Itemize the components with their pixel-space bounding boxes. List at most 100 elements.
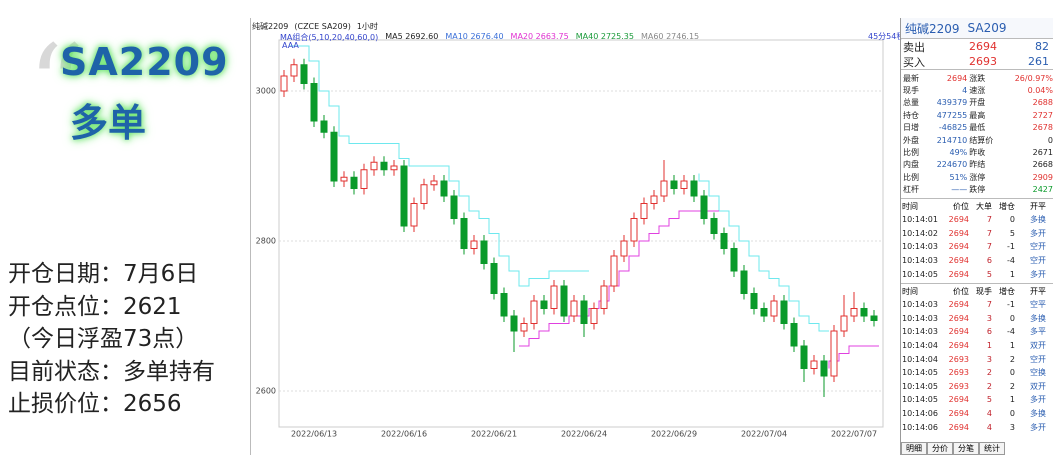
trade-cell: 2694 [948, 242, 969, 252]
tag: AAA [282, 41, 299, 50]
y-tick-label: 2600 [256, 387, 276, 396]
trade-cell: 10:14:03 [902, 327, 938, 337]
trade-cell: -1 [1007, 300, 1015, 310]
header-cell: 增仓 [999, 202, 1015, 212]
ma-value: 2725.35 [600, 32, 634, 41]
candle-body [420, 184, 428, 204]
quote-icon: “ [28, 21, 85, 149]
table-header: 时间 价位 大单 增仓 开平 [901, 201, 1053, 213]
chart-toolbar: 纯碱2209 (CZCE SA209) 1小时 [252, 19, 378, 33]
candle-body [530, 300, 538, 324]
candle-body [320, 120, 328, 133]
trade-row: 10:14:06 2694 4 3 多开 [901, 420, 1053, 434]
tab[interactable]: 统计 [979, 442, 1005, 455]
trade-cell: 0 [1009, 313, 1015, 323]
tabs: 明细 分价 分笔 统计 [901, 442, 1005, 455]
stat-cell: 比例 [903, 148, 919, 158]
trade-cell: 0 [1009, 215, 1015, 225]
candle-body [780, 300, 788, 324]
ma-item: MA60 2746.15 [641, 32, 699, 43]
stat-cell: 2678 [1032, 123, 1053, 133]
stat-cell: 0 [1047, 135, 1053, 145]
candle-body [860, 308, 868, 317]
trade-cell: 2693 [948, 381, 969, 391]
candle-body [300, 64, 308, 84]
x-tick-label: 2022/06/16 [381, 430, 427, 439]
trade-cell: 2694 [948, 269, 969, 279]
x-tick-label: 2022/06/13 [291, 430, 337, 439]
tab[interactable]: 分价 [927, 442, 953, 455]
stat-cell: 持仓 [903, 110, 919, 120]
trade-cell: 10:14:03 [902, 255, 938, 265]
period[interactable]: 1小时 [356, 21, 378, 31]
book-cell: 卖出 [903, 40, 925, 54]
candle-body [800, 345, 808, 369]
trade-row: 10:14:03 2694 7 -1 空平 [901, 298, 1053, 312]
y-tick-label: 3000 [256, 87, 276, 96]
trade-cell: 7 [986, 215, 992, 225]
trades: 时间 价位 现手 增仓 开平 10:14:03 2694 7 -1 空平 10:14:03 2694 3… [901, 282, 1053, 434]
x-tick-label: 2022/07/04 [741, 430, 787, 439]
candle-body [730, 248, 738, 272]
trade-cell: -4 [1007, 255, 1015, 265]
indicator[interactable]: MA组合(5,10,20,40,60,0) [280, 33, 379, 42]
trade-cell: 3 [986, 313, 992, 323]
chart-title: 纯碱2209 [252, 21, 289, 31]
trade-row: 10:14:05 2693 2 0 空换 [901, 366, 1053, 380]
stat-cell: 2909 [1032, 172, 1053, 182]
ma-item: MA5 2692.60 [385, 32, 438, 43]
trade-row: 10:14:02 2694 7 5 多开 [901, 227, 1053, 241]
trade-cell: 10:14:05 [902, 269, 938, 279]
stat-cell: 最新 [903, 73, 919, 83]
direction: 多单 [70, 101, 147, 145]
ma-name: MA60 [640, 32, 664, 41]
trade-cell: 空开 [1030, 255, 1046, 265]
book-row: 卖出 2694 82 [901, 38, 1053, 54]
trade-cell: 空平 [1030, 300, 1046, 310]
candle-body [460, 218, 468, 249]
trade-cell: 双开 [1030, 381, 1046, 391]
candle-body [370, 161, 378, 171]
trade-cell: 2694 [948, 327, 969, 337]
book-cell: 82 [1035, 40, 1049, 53]
stat-cell: 51% [949, 172, 968, 182]
trade-row: 10:14:05 2694 5 1 多开 [901, 393, 1053, 407]
trade-row: 10:14:04 2694 1 1 双开 [901, 339, 1053, 353]
trade-cell: 0 [1009, 368, 1015, 378]
trade-cell: 2693 [948, 354, 969, 364]
trade-cell: 7 [986, 242, 992, 252]
candle-body [680, 180, 688, 189]
trade-cell: 1 [1009, 340, 1015, 350]
candle-body [490, 263, 498, 294]
tab[interactable]: 明细 [901, 442, 927, 455]
tab[interactable]: 分笔 [953, 442, 979, 455]
trade-cell: 1 [986, 340, 992, 350]
trade-cell: 2 [986, 368, 992, 378]
ma-name: MA20 [510, 32, 534, 41]
candle-body [540, 300, 548, 309]
ma-legend: MA组合(5,10,20,40,60,0) MA5 2692.60 MA10 26… [280, 32, 699, 43]
stat-row: 杠杆 —— 跌停 2427 [901, 184, 1053, 196]
stat-row: 外盘 214710 结算价 0 [901, 134, 1053, 146]
indicator-line [698, 173, 829, 332]
y-tick-label: 2800 [256, 237, 276, 246]
candle-body [360, 169, 368, 189]
stat-row: 最新 2694 涨跌 26/0.97% [901, 72, 1053, 84]
trade-cell: 7 [986, 300, 992, 310]
candle-body [660, 180, 668, 197]
trade-cell: 10:14:06 [902, 422, 938, 432]
stat-cell: 日增 [903, 123, 919, 133]
stat-cell: 2694 [946, 73, 968, 83]
trade-cell: 10:14:03 [902, 242, 938, 252]
ma-value: 2746.15 [666, 32, 700, 41]
candle-body [600, 285, 608, 309]
trade-cell: 多换 [1030, 408, 1046, 418]
candle-body [390, 165, 398, 171]
header-cell: 大单 [976, 202, 992, 212]
header-cell: 增仓 [999, 287, 1015, 297]
header-cell: 现手 [976, 287, 992, 297]
stat-cell: 外盘 [903, 135, 919, 145]
timer: 45分54秒 [868, 32, 905, 41]
candle-body [410, 203, 418, 227]
candle-body [610, 255, 618, 287]
